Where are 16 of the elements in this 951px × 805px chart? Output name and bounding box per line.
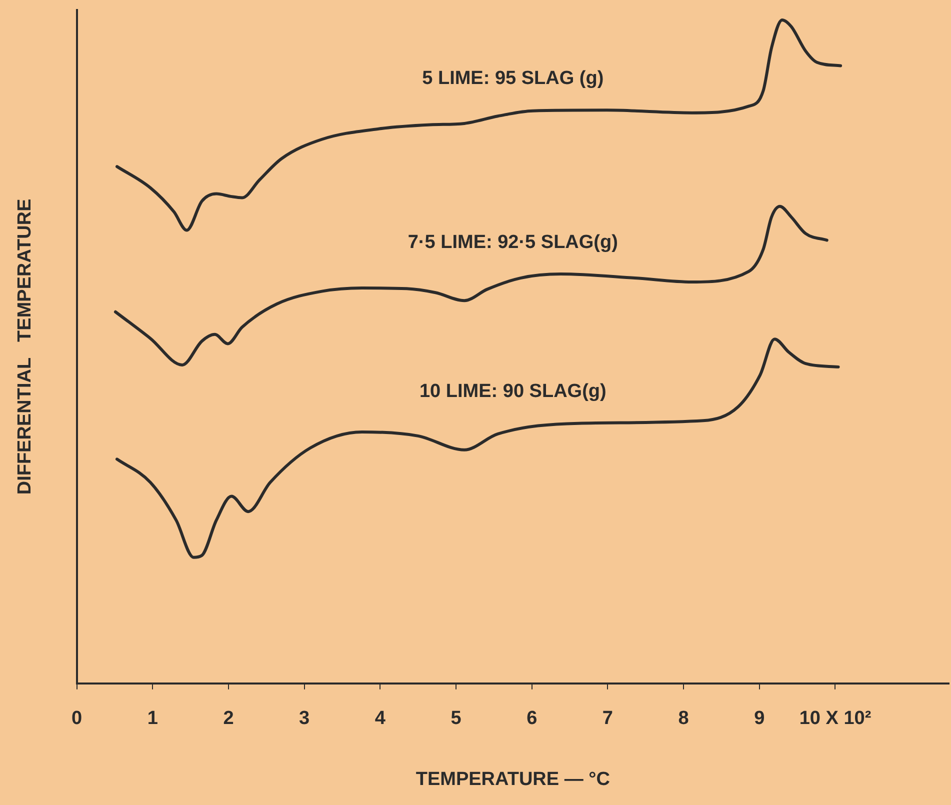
x-tick-label: 8 [678,708,689,730]
y-axis-title: DIFFERENTIAL TEMPERATURE [14,198,36,495]
x-tick-label: 4 [374,708,386,730]
x-tick-label: 1 [147,708,158,730]
series-label: 5 LIME: 95 SLAG (g) [422,68,604,89]
series-label: 10 LIME: 90 SLAG(g) [419,381,606,402]
x-tick-label: 7 [602,708,613,730]
x-axis-title: TEMPERATURE — °C [416,768,610,790]
x-tick-label: 2 [223,708,234,730]
x-tick-label: 5 [450,708,462,730]
x-tick-label: 0 [72,708,82,730]
x-tick-label: 10 X 10² [799,708,872,730]
x-tick-label: 9 [754,708,765,730]
x-tick-label: 3 [299,708,310,730]
x-tick-label: 6 [526,708,538,730]
series-label: 7·5 LIME: 92·5 SLAG(g) [408,232,618,253]
